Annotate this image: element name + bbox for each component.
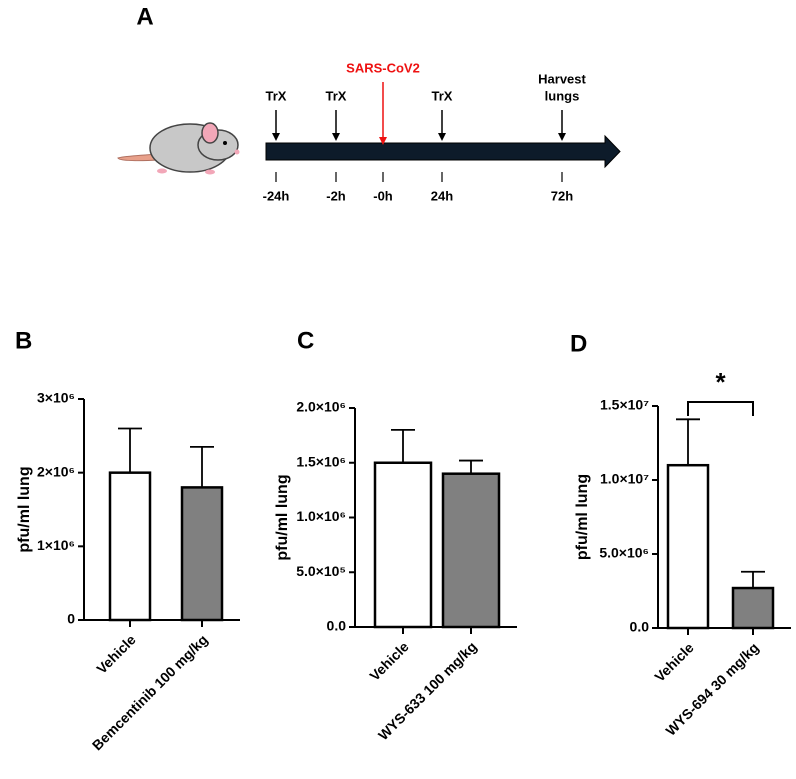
panel-label: D	[570, 330, 587, 357]
bar	[441, 472, 501, 629]
y-tick-label: 1×10⁶	[37, 537, 75, 553]
timeline-tick-label: 24h	[431, 188, 453, 203]
timeline-arrow	[265, 134, 621, 169]
bar	[666, 463, 710, 630]
x-tick-label: Bemcentinib 100 mg/kg	[89, 631, 211, 753]
x-tick-label: Vehicle	[366, 638, 412, 684]
timeline-event-arrow-head	[379, 137, 387, 145]
bar	[731, 586, 775, 630]
mouse-icon	[117, 122, 240, 175]
timeline-tick-label: 72h	[551, 188, 573, 203]
timeline-event-arrow-head	[272, 133, 280, 141]
y-tick-label: 2.0×10⁶	[296, 399, 346, 415]
timeline-event-label: SARS-CoV2	[346, 60, 420, 75]
x-tick-label: Vehicle	[93, 631, 139, 677]
bar	[180, 486, 224, 622]
timeline-tick-label: -2h	[326, 188, 346, 203]
x-tick-label: Vehicle	[651, 639, 697, 685]
timeline-event-arrow-head	[558, 133, 566, 141]
bar	[373, 461, 433, 629]
y-axis-title: pfu/ml lung	[274, 474, 291, 560]
timeline-event-arrow-head	[332, 133, 340, 141]
y-tick-label: 1.0×10⁷	[600, 471, 649, 487]
panel-label: C	[297, 327, 314, 354]
y-axis-title: pfu/ml lung	[16, 466, 33, 552]
timeline-tick-label: -0h	[373, 188, 393, 203]
timeline-event-arrow-head	[438, 133, 446, 141]
y-tick-label: 5.0×10⁶	[599, 545, 649, 561]
timeline-tick-label: -24h	[263, 188, 290, 203]
significance-bracket	[687, 401, 754, 416]
timeline-event-label: Harvest	[538, 71, 586, 86]
timeline-event-label: TrX	[266, 88, 287, 103]
y-axis-title: pfu/ml lung	[574, 474, 591, 560]
y-tick-label: 0	[67, 611, 75, 627]
y-tick-label: 5.0×10⁵	[296, 563, 346, 579]
figure-label: A	[136, 3, 153, 30]
y-tick-label: 1.0×10⁶	[296, 508, 346, 524]
significance-label: *	[715, 367, 726, 397]
bar	[108, 471, 152, 622]
y-tick-label: 1.5×10⁷	[600, 397, 649, 413]
panel-label: B	[15, 327, 32, 354]
y-tick-label: 1.5×10⁶	[296, 453, 346, 469]
y-tick-label: 0.0	[630, 619, 650, 635]
y-tick-label: 2×10⁶	[37, 463, 75, 479]
timeline-event-label: TrX	[326, 88, 347, 103]
y-tick-label: 0.0	[327, 618, 347, 634]
y-tick-label: 3×10⁶	[37, 390, 75, 406]
timeline-event-label: lungs	[545, 88, 580, 103]
timeline-event-label: TrX	[432, 88, 453, 103]
